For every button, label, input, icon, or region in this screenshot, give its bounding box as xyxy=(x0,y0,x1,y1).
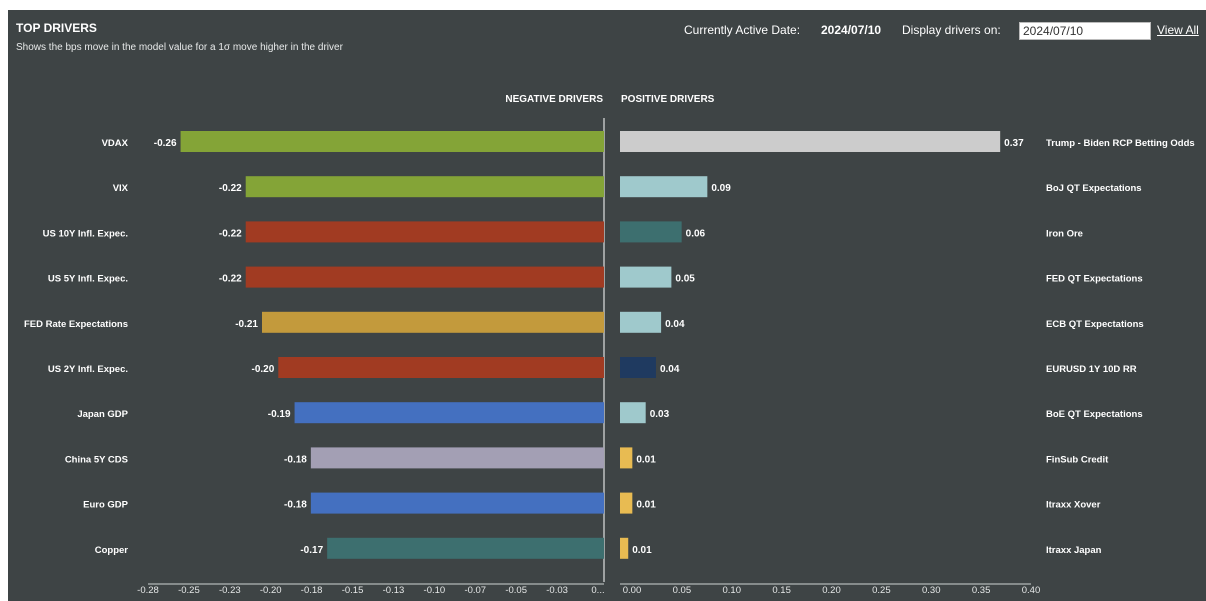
positive-bar xyxy=(620,311,662,333)
positive-drivers-title: POSITIVE DRIVERS xyxy=(621,94,715,105)
negative-bar xyxy=(327,537,604,559)
negative-category-label: FED Rate Expectations xyxy=(24,319,128,330)
negative-value-label: -0.22 xyxy=(219,183,242,194)
negative-axis-tick-label: -0.25 xyxy=(178,585,200,596)
drivers-panel: TOP DRIVERS Shows the bps move in the mo… xyxy=(8,10,1206,601)
positive-category-label: Trump - Biden RCP Betting Odds xyxy=(1046,138,1195,149)
negative-value-label: -0.22 xyxy=(219,274,242,285)
positive-axis-tick-label: 0.20 xyxy=(822,585,841,596)
display-date-input[interactable] xyxy=(1019,22,1151,40)
positive-category-label: FED QT Expectations xyxy=(1046,274,1143,285)
positive-value-label: 0.01 xyxy=(636,500,656,511)
negative-category-label: US 2Y Infl. Expec. xyxy=(48,364,128,375)
positive-value-label: 0.04 xyxy=(660,364,680,375)
view-all-link[interactable]: View All xyxy=(1157,23,1199,37)
negative-category-label: Euro GDP xyxy=(83,500,129,511)
positive-value-label: 0.04 xyxy=(665,319,685,330)
negative-bar xyxy=(278,357,604,378)
positive-bar xyxy=(620,266,672,288)
negative-category-label: China 5Y CDS xyxy=(65,454,128,465)
positive-category-label: Itraxx Japan xyxy=(1046,545,1102,556)
positive-value-label: 0.37 xyxy=(1004,138,1024,149)
negative-category-label: US 10Y Infl. Expec. xyxy=(43,228,128,239)
negative-bar xyxy=(310,447,604,469)
positive-category-label: EURUSD 1Y 10D RR xyxy=(1046,364,1137,375)
positive-axis-tick-label: 0.35 xyxy=(972,585,991,596)
positive-category-label: BoE QT Expectations xyxy=(1046,409,1143,420)
positive-value-label: 0.01 xyxy=(636,454,656,465)
positive-axis-tick-label: 0.40 xyxy=(1022,585,1041,596)
negative-value-label: -0.18 xyxy=(284,454,307,465)
positive-bar xyxy=(620,131,1001,152)
negative-category-label: VDAX xyxy=(102,138,129,149)
positive-value-label: 0.01 xyxy=(632,545,652,556)
panel-subtitle: Shows the bps move in the model value fo… xyxy=(16,42,343,53)
positive-category-label: BoJ QT Expectations xyxy=(1046,183,1142,194)
positive-axis-tick-label: 0.10 xyxy=(723,585,742,596)
positive-bar xyxy=(620,221,682,243)
negative-axis-tick-label: -0.07 xyxy=(464,585,486,596)
negative-axis-tick-label: -0.20 xyxy=(260,585,282,596)
negative-bar xyxy=(245,176,604,198)
negative-axis-tick-label: -0.10 xyxy=(424,585,446,596)
negative-value-label: -0.21 xyxy=(235,319,258,330)
negative-axis-tick-label: -0.23 xyxy=(219,585,241,596)
negative-drivers-title: NEGATIVE DRIVERS xyxy=(505,94,603,105)
positive-bar xyxy=(620,537,629,559)
negative-value-label: -0.19 xyxy=(268,409,291,420)
negative-category-label: VIX xyxy=(113,183,129,194)
negative-category-label: Japan GDP xyxy=(77,409,128,420)
positive-axis-tick-label: 0.25 xyxy=(872,585,891,596)
negative-axis-tick-label: -0.03 xyxy=(546,585,568,596)
panel-title: TOP DRIVERS xyxy=(16,21,97,35)
negative-axis-tick-label: -0.05 xyxy=(505,585,527,596)
negative-value-label: -0.17 xyxy=(300,545,323,556)
positive-bar xyxy=(620,176,708,198)
negative-axis-tick-label: -0.18 xyxy=(301,585,323,596)
negative-category-label: US 5Y Infl. Expec. xyxy=(48,274,128,285)
positive-value-label: 0.06 xyxy=(686,228,706,239)
positive-category-label: Itraxx Xover xyxy=(1046,500,1101,511)
positive-category-label: Iron Ore xyxy=(1046,228,1083,239)
negative-bar xyxy=(294,402,604,424)
negative-bar xyxy=(310,492,604,514)
negative-axis-tick-label: -0.13 xyxy=(383,585,405,596)
positive-bar xyxy=(620,402,646,424)
positive-category-label: FinSub Credit xyxy=(1046,454,1109,465)
negative-value-label: -0.20 xyxy=(251,364,274,375)
positive-axis-tick-label: 0.05 xyxy=(673,585,692,596)
positive-bar xyxy=(620,447,633,469)
positive-value-label: 0.05 xyxy=(675,274,695,285)
positive-category-label: ECB QT Expectations xyxy=(1046,319,1144,330)
negative-bar xyxy=(245,221,604,243)
positive-bar xyxy=(620,492,633,514)
negative-bar xyxy=(245,266,604,288)
negative-category-label: Copper xyxy=(95,545,129,556)
negative-bars: -0.26 VDAX -0.22 VIX -0.22 US 10Y Infl. Expec… xyxy=(24,131,605,559)
negative-value-label: -0.22 xyxy=(219,228,242,239)
positive-axis-tick-label: 0.00 xyxy=(623,585,642,596)
active-date-value: 2024/07/10 xyxy=(821,23,882,37)
positive-value-label: 0.09 xyxy=(711,183,731,194)
negative-axis-tick-label: -0.15 xyxy=(342,585,364,596)
drivers-chart: NEGATIVE DRIVERS POSITIVE DRIVERS -0.26 V… xyxy=(24,94,1195,596)
negative-bar xyxy=(180,131,605,152)
negative-axis: -0.28 -0.25 -0.23 -0.20 -0.18 -0.15 -0.13 -0.10… xyxy=(137,583,605,596)
negative-axis-tick-label: -0.28 xyxy=(137,585,159,596)
negative-axis-tick-label: 0... xyxy=(591,585,604,596)
negative-value-label: -0.26 xyxy=(154,138,177,149)
negative-value-label: -0.18 xyxy=(284,500,307,511)
positive-bars: 0.37 Trump - Biden RCP Betting Odds 0.09 Bo… xyxy=(620,131,1195,559)
positive-value-label: 0.03 xyxy=(650,409,670,420)
active-date-label: Currently Active Date: xyxy=(684,23,801,37)
positive-axis: 0.00 0.05 0.10 0.15 0.20 0.25 0.30 0.35 0.40 xyxy=(620,583,1041,596)
negative-bar xyxy=(262,311,604,333)
display-drivers-label: Display drivers on: xyxy=(902,23,1001,37)
positive-bar xyxy=(620,357,656,378)
positive-axis-tick-label: 0.15 xyxy=(772,585,791,596)
positive-axis-tick-label: 0.30 xyxy=(922,585,941,596)
